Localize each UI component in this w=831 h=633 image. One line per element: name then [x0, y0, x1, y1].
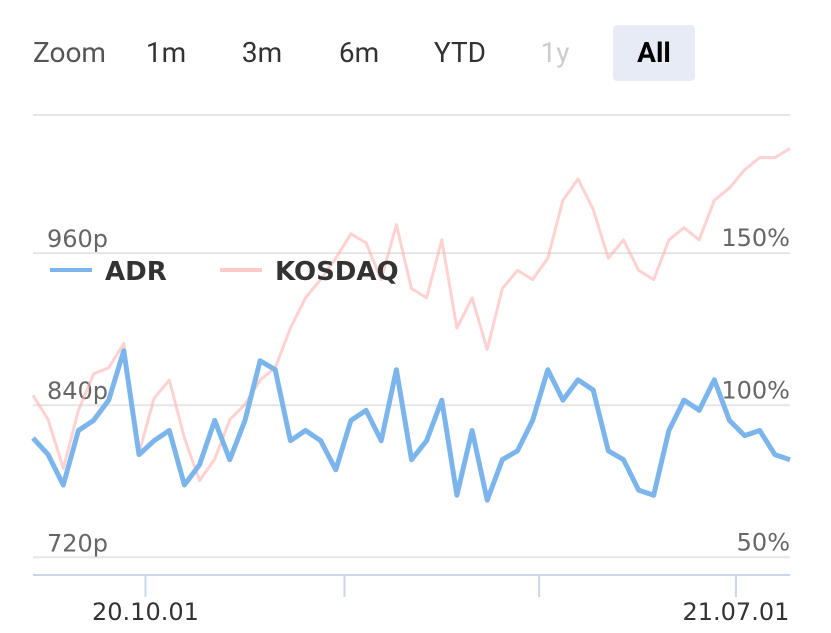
y2-tick-label: 100%	[721, 376, 790, 404]
y-tick-label: 960p	[47, 225, 108, 253]
legend-label: KOSDAQ	[275, 257, 399, 287]
zoom-button[interactable]: 1m	[145, 36, 187, 69]
zoom-button[interactable]: All	[613, 25, 695, 81]
series-line	[31, 147, 791, 483]
legend-label: ADR	[105, 257, 167, 287]
x-tick-label: 20.10.01	[92, 598, 199, 626]
y2-tick-label: 150%	[721, 224, 790, 252]
zoom-button: 1y	[540, 36, 570, 69]
zoom-button[interactable]: 6m	[338, 36, 380, 69]
range-selector: Zoom 1m 3m 6m YTD 1y All	[0, 0, 831, 100]
x-tick-label: 21.07.01	[682, 598, 789, 626]
zoom-label: Zoom	[33, 36, 106, 69]
y2-tick-label: 50%	[737, 529, 790, 557]
y-tick-label: 840p	[47, 377, 108, 405]
zoom-button[interactable]: YTD	[433, 36, 487, 69]
y-tick-label: 720p	[47, 529, 108, 557]
series-line	[31, 348, 791, 503]
zoom-button[interactable]: 3m	[241, 36, 283, 69]
